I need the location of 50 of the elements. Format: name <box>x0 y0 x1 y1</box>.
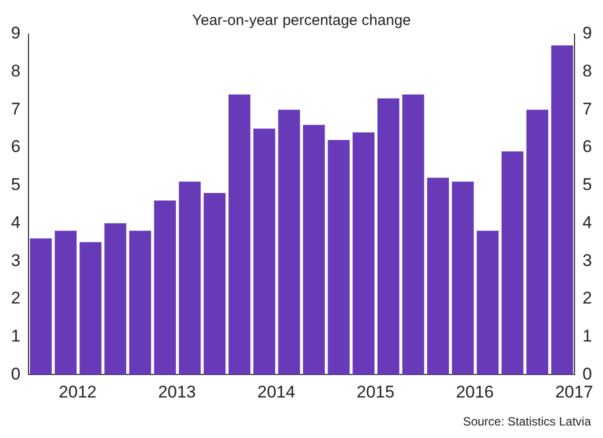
chart-title: Year-on-year percentage change <box>192 12 411 30</box>
y2-tick-label: 0 <box>582 364 592 384</box>
bar <box>154 200 176 375</box>
bar <box>402 94 424 375</box>
y2-tick-label: 9 <box>582 24 592 43</box>
y2-tick-label: 4 <box>582 212 592 232</box>
x-tick-label: 2014 <box>257 382 296 402</box>
bar <box>80 242 102 375</box>
x-tick-label: 2016 <box>456 382 494 402</box>
bar <box>228 94 250 375</box>
bar <box>178 182 201 375</box>
source-note: Source: Statistics Latvia <box>462 414 592 428</box>
bar <box>30 238 52 375</box>
bar <box>352 132 374 375</box>
y2-tick-label: 3 <box>582 250 592 270</box>
y-tick-label: 4 <box>10 212 20 232</box>
bar <box>551 45 574 375</box>
bar <box>278 110 300 375</box>
bar <box>452 182 474 375</box>
y-tick-label: 3 <box>10 250 20 270</box>
bar <box>476 230 499 375</box>
y2-tick-label: 2 <box>582 288 592 308</box>
y-tick-label: 7 <box>10 99 20 118</box>
bar <box>104 223 126 375</box>
y-tick-label: 1 <box>10 326 20 346</box>
bar <box>328 140 350 375</box>
x-tick-label: 2015 <box>356 382 394 402</box>
y-tick-label: 9 <box>10 24 20 43</box>
bar <box>526 110 548 375</box>
y2-tick-label: 6 <box>582 137 592 156</box>
bar <box>502 151 524 375</box>
y-tick-label: 0 <box>10 364 20 384</box>
y-tick-label: 2 <box>10 288 20 308</box>
x-tick-label: 2017 <box>555 382 594 402</box>
x-tick-label: 2012 <box>58 382 97 402</box>
bar <box>129 230 152 375</box>
bar <box>204 192 226 375</box>
y2-tick-label: 5 <box>582 175 592 194</box>
bar <box>54 230 77 375</box>
y2-tick-label: 1 <box>582 326 592 346</box>
x-tick-label: 2013 <box>158 382 196 402</box>
bar <box>427 178 449 375</box>
y-tick-label: 8 <box>10 62 20 81</box>
bar <box>253 128 276 375</box>
y2-tick-label: 7 <box>582 99 592 118</box>
y-tick-label: 6 <box>10 137 20 156</box>
y2-tick-label: 8 <box>582 62 592 81</box>
bar <box>302 124 325 375</box>
y-tick-label: 5 <box>10 175 20 194</box>
bar <box>377 98 400 375</box>
